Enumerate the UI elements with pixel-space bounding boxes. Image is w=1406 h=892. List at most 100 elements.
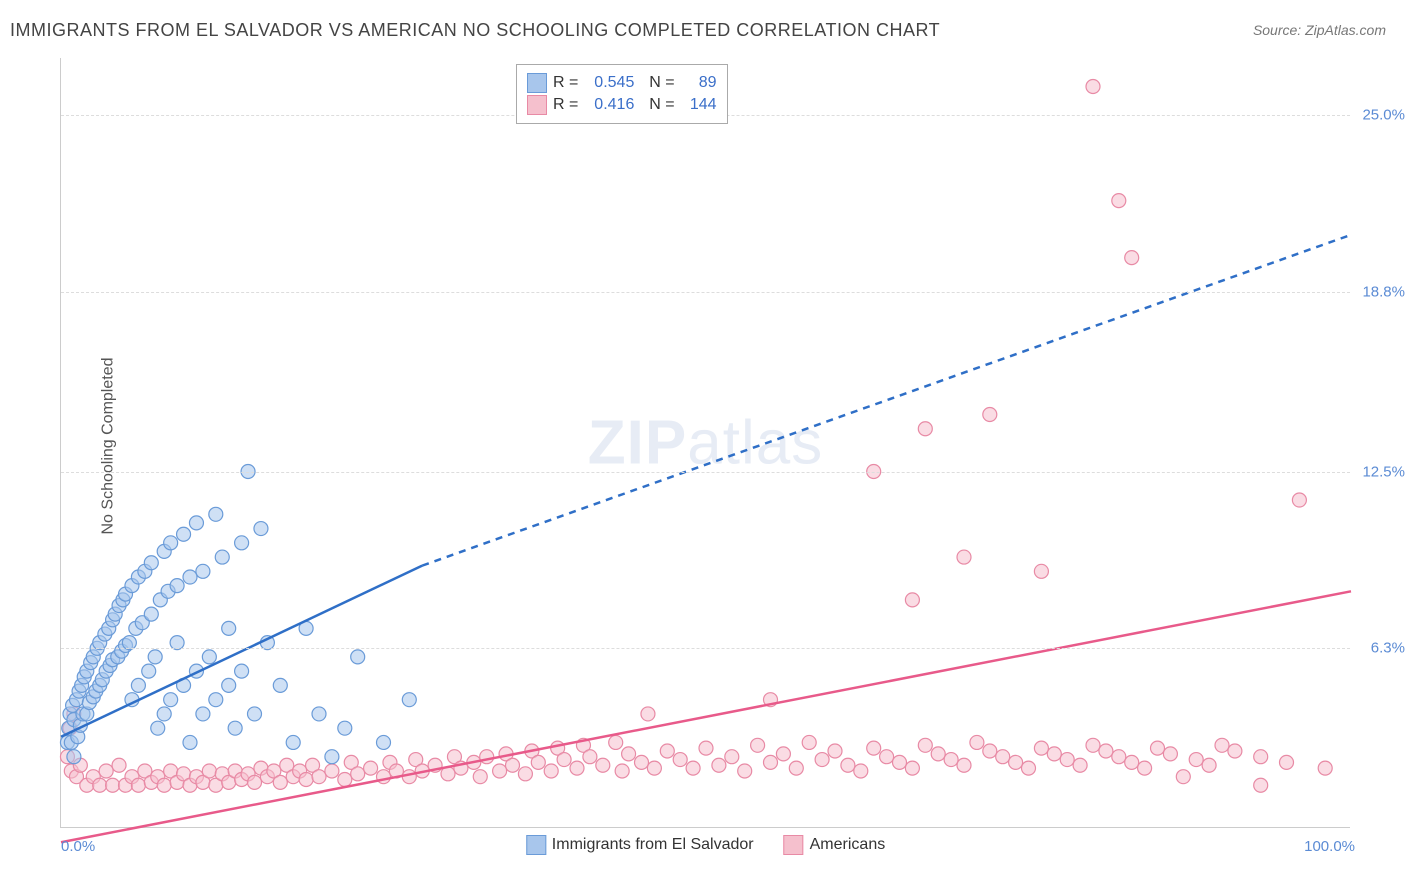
pink-point [544,764,558,778]
pink-point [338,773,352,787]
pink-point [93,778,107,792]
pink-point [325,764,339,778]
pink-point [1047,747,1061,761]
pink-point [854,764,868,778]
pink-point [622,747,636,761]
pink-point [1073,758,1087,772]
pink-point [983,744,997,758]
pink-point [738,764,752,778]
blue-point [235,664,249,678]
blue-point [189,516,203,530]
n-value-blue: 89 [681,74,717,92]
blue-point [235,536,249,550]
swatch-pink-icon [784,835,804,855]
pink-point [273,775,287,789]
blue-point [148,650,162,664]
blue-point [164,536,178,550]
pink-point [1138,761,1152,775]
pink-point [1202,758,1216,772]
pink-point [1318,761,1332,775]
pink-point [106,778,120,792]
pink-point [699,741,713,755]
blue-point [209,693,223,707]
pink-point [506,758,520,772]
pink-point [1292,493,1306,507]
grid-line [61,648,1350,649]
pink-point [996,750,1010,764]
pink-point [583,750,597,764]
legend-row-blue: R = 0.545 N = 89 [527,73,717,93]
pink-point [493,764,507,778]
pink-point [557,753,571,767]
pink-point [815,753,829,767]
pink-point [112,758,126,772]
y-tick-label: 6.3% [1371,640,1405,657]
blue-point [142,664,156,678]
blue-point [215,550,229,564]
blue-point [202,650,216,664]
blue-point [131,678,145,692]
pink-point [364,761,378,775]
pink-point [609,735,623,749]
pink-point [1189,753,1203,767]
pink-point [1060,753,1074,767]
pink-point [1176,770,1190,784]
pink-point [764,755,778,769]
pink-point [596,758,610,772]
series-legend: Immigrants from El Salvador Americans [526,835,885,855]
blue-point [273,678,287,692]
pink-point [931,747,945,761]
pink-point [1112,194,1126,208]
swatch-blue-icon [526,835,546,855]
grid-line [61,472,1350,473]
pink-point [751,738,765,752]
blue-point [402,693,416,707]
blue-point [164,693,178,707]
pink-point [893,755,907,769]
pink-point [647,761,661,775]
pink-point [312,770,326,784]
pink-point [531,755,545,769]
y-tick-label: 25.0% [1362,107,1405,124]
blue-point [196,564,210,578]
pink-point [1009,755,1023,769]
pink-point [725,750,739,764]
blue-point [183,570,197,584]
legend-item-blue: Immigrants from El Salvador [526,835,754,855]
pink-point [673,753,687,767]
x-tick-max: 100.0% [1304,838,1355,855]
pink-point [99,764,113,778]
blue-point [312,707,326,721]
trend-line [422,235,1351,566]
pink-point [660,744,674,758]
chart-container: IMMIGRANTS FROM EL SALVADOR VS AMERICAN … [0,0,1406,892]
blue-point [183,735,197,749]
blue-point [144,607,158,621]
swatch-blue [527,73,547,93]
y-tick-label: 12.5% [1362,463,1405,480]
blue-point [351,650,365,664]
pink-point [1034,741,1048,755]
pink-point [1086,80,1100,94]
pink-point [828,744,842,758]
pink-point [1125,251,1139,265]
blue-point [157,707,171,721]
pink-point [1112,750,1126,764]
blue-point [222,678,236,692]
legend-row-pink: R = 0.416 N = 144 [527,95,717,115]
pink-point [1086,738,1100,752]
legend-label-pink: Americans [810,836,886,854]
pink-point [635,755,649,769]
blue-point [286,735,300,749]
pink-point [802,735,816,749]
pink-point [686,761,700,775]
pink-point [867,741,881,755]
pink-point [473,770,487,784]
pink-point [1254,778,1268,792]
grid-line [61,292,1350,293]
blue-point [338,721,352,735]
blue-point [377,735,391,749]
pink-point [776,747,790,761]
blue-point [170,579,184,593]
r-value-pink: 0.416 [584,96,634,114]
